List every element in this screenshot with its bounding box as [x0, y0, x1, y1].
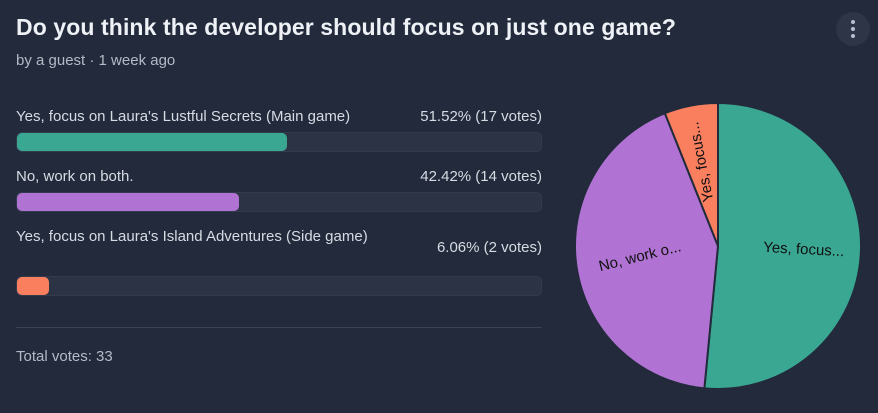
- option-label: No, work on both.: [16, 168, 134, 185]
- pie-slice-label: Yes, focus...: [763, 239, 845, 260]
- vertical-ellipsis-icon: [851, 20, 855, 24]
- pie-slice[interactable]: [663, 101, 719, 247]
- option-label: Yes, focus on Laura's Lustful Secrets (M…: [16, 108, 351, 125]
- option-result: 42.42% (14 votes): [420, 168, 542, 185]
- poll-subtitle: by a guest · 1 week ago: [16, 52, 176, 69]
- poll-title: Do you think the developer should focus …: [16, 14, 676, 40]
- result-bar-track: [16, 192, 542, 212]
- result-bar-fill: [17, 193, 240, 211]
- results-pie-chart: Yes, focus...No, work o...Yes, focus...: [574, 101, 862, 390]
- pie-slice[interactable]: [703, 101, 862, 390]
- vertical-ellipsis-icon: [851, 34, 855, 38]
- option-result: 51.52% (17 votes): [420, 108, 542, 125]
- poll-option-side-game: Yes, focus on Laura's Island Adventures …: [16, 225, 542, 297]
- result-bar-track: [16, 276, 542, 296]
- pie-slice[interactable]: [574, 111, 720, 390]
- result-bar-fill: [17, 133, 287, 151]
- divider: [16, 327, 542, 328]
- poll-option-both: No, work on both. 42.42% (14 votes): [16, 165, 542, 215]
- poll-option-main-game: Yes, focus on Laura's Lustful Secrets (M…: [16, 105, 542, 155]
- result-bar-track: [16, 132, 542, 152]
- result-bar-fill: [17, 277, 49, 295]
- option-result: 6.06% (2 votes): [436, 239, 542, 256]
- vertical-ellipsis-icon: [851, 27, 855, 31]
- option-label: Yes, focus on Laura's Island Adventures …: [16, 228, 368, 245]
- more-options-button[interactable]: [836, 12, 870, 46]
- total-votes: Total votes: 33: [16, 348, 113, 365]
